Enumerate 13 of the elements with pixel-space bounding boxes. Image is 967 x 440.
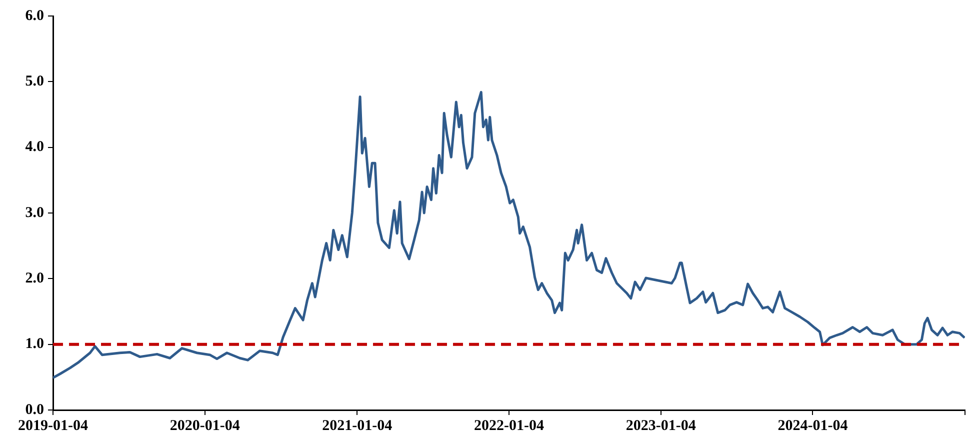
y-tick-label: 1.0: [25, 336, 44, 352]
y-tick-label: 0.0: [25, 402, 44, 418]
x-tick-label: 2019-01-04: [18, 418, 88, 434]
y-tick-label: 6.0: [25, 8, 44, 24]
x-tick-label: 2021-01-04: [322, 418, 393, 434]
x-tick-label: 2024-01-04: [778, 418, 848, 434]
x-tick-label: 2022-01-04: [474, 418, 544, 434]
x-tick-label: 2020-01-04: [170, 418, 240, 434]
y-tick-label: 2.0: [25, 270, 44, 287]
y-tick-label: 4.0: [25, 139, 44, 156]
y-tick-label: 5.0: [25, 74, 44, 90]
y-tick-label: 3.0: [25, 204, 44, 221]
x-tick-label: 2023-01-04: [626, 418, 696, 434]
